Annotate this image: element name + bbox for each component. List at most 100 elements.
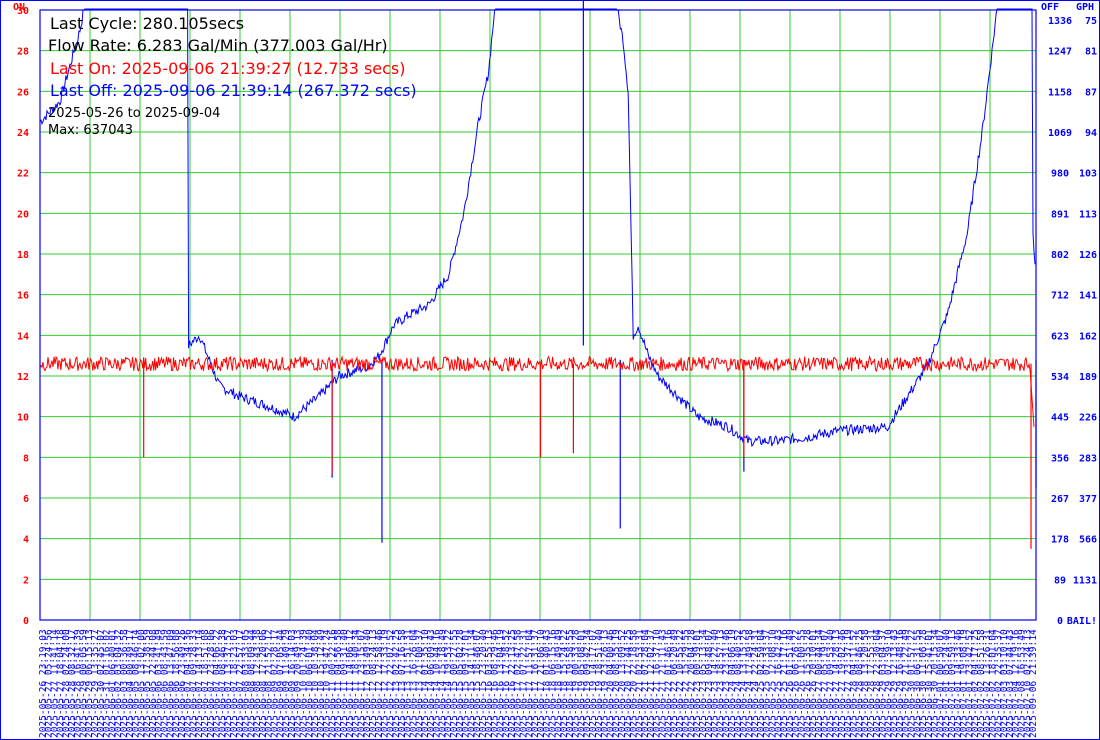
x-tick-label: 2025-06-19 23:26:13 [600,629,611,738]
x-tick-label: 2025-07-10 02:24:13 [1022,629,1033,738]
x-tick-label: 2025-06-27 00:44:34 [814,629,825,738]
x-tick-label: 2025-07-02 22:35:37 [993,629,1004,738]
right-axis-gph: BAIL! 1131 566 377 283 226 189 162 141 126 113 103 9… [1067,16,1097,627]
x-tick-label: 2025-06-10 15:12:49 [316,629,327,738]
x-tick-label: 2025-07-08 16:53:49 [1017,629,1028,738]
x-tick-label: 2025-06-24 17:49:58 [744,629,755,738]
x-tick-label: 2025-06-07 04:34:36 [183,629,194,738]
x-tick-label: 2025-06-11 18:40:34 [351,629,362,738]
x-tick-label: 2025-06-22 06:20:49 [669,629,680,738]
x-tick-label: 2025-06-22 15:29:55 [681,629,692,738]
x-tick-label: 2025-06-22 10:55:22 [675,629,686,738]
right-gph-tick-label: 81 [1085,47,1097,58]
x-tick-label: 2025-06-07 09:28:33 [188,629,199,738]
x-tick-label: 2025-06-19 09:42:34 [582,629,593,738]
left-tick-label: 26 [17,87,29,98]
right-off-tick-label: 1336 [1048,16,1072,27]
x-tick-label: 2025-06-13 11:51:31 [403,629,414,738]
flow-rate-text: Flow Rate: 6.283 Gal/Min (377.003 Gal/Hr… [48,36,388,55]
x-tick-label: 2025-06-12 03:49:40 [362,629,373,738]
right-gph-tick-label: 94 [1085,128,1097,139]
x-tick-label: 2025-06-29 12:13:43 [889,629,900,738]
x-tick-label: 2025-06-11 14:06:12 [345,629,356,738]
x-tick-label: 2025-06-18 01:40:43 [542,629,553,738]
x-tick-label: 2025-06-08 08:09:44 [246,629,257,738]
x-tick-label: 2025-06-26 01:51:49 [785,629,796,738]
right-off-tick-label: 1069 [1048,128,1072,139]
x-tick-label: 2025-06-21 02:53:31 [634,629,645,738]
x-tick-label: 2025-06-26 11:00:55 [796,629,807,738]
last-on-text: Last On: 2025-09-06 21:39:27 (12.733 sec… [50,59,406,78]
x-tick-label: 2025-06-18 19:58:55 [565,629,576,738]
x-tick-label: 2025-06-27 05:19:07 [820,629,831,738]
right-off-tick-label: 623 [1051,331,1069,342]
x-tick-label: 2025-06-07 18:51:08 [200,629,211,738]
off-series-line [39,8,1036,448]
x-tick-label: 2025-06-16 17:38:52 [501,629,512,738]
x-tick-label: 2025-06-24 08:40:52 [733,629,744,738]
right-off-tick-label: 89 [1054,575,1066,586]
x-tick-label: 2025-06-20 08:35:19 [611,629,622,738]
x-tick-label: 2025-06-07 22:57:17 [235,629,246,738]
left-tick-label: 6 [23,494,29,505]
last-off-text: Last Off: 2025-09-06 21:39:14 (267.372 s… [50,81,417,100]
x-tick-label: 2025-06-10 06:01:40 [304,629,315,738]
left-tick-label: 4 [23,535,29,546]
x-tick-label: 2025-06-10 19:47:24 [322,629,333,738]
x-tick-label: 2025-06-07 04:06:22 [212,629,223,738]
x-tick-label: 2025-06-02 03:04:32 [113,629,124,738]
x-tick-label: 2025-06-23 14:22:40 [710,629,721,738]
x-tick-label: 2025-06-26 15:35:28 [802,629,813,738]
x-tick-label: 2025-06-09 20:49:13 [293,629,304,738]
left-tick-label: 20 [17,209,29,220]
x-tick-label: 2025-07-01 23:42:52 [964,629,975,738]
x-tick-label: 2025-06-07 18:23:03 [229,629,240,738]
x-tick-label: 2025-07-02 04:17:25 [970,629,981,738]
on-axis-label: ON [13,2,25,13]
x-tick-label: 2025-06-01 06:40:01 [107,629,118,738]
x-tick-label: 2025-05-28 02:24:00 [61,629,72,738]
x-tick-label: 2025-07-01 09:59:13 [947,629,958,738]
x-tick-label: 2025-06-11 23:15:07 [356,629,367,738]
x-tick-label: 2025-06-28 22:30:04 [872,629,883,738]
x-tick-label: 2025-07-04 12:19:16 [1011,629,1022,738]
right-off-tick-label: 980 [1051,169,1069,180]
x-tick-label: 2025-06-17 21:06:10 [536,629,547,738]
on-series-line [39,355,1035,427]
x-tick-label: 2025-06-24 13:15:25 [739,629,750,738]
x-tick-label: 2025-06-20 13:09:52 [617,629,628,738]
x-tick-label: 2025-06-14 01:35:10 [420,629,431,738]
x-tick-label: 2025-06-27 14:28:13 [831,629,842,738]
right-gph-tick-label: 226 [1079,413,1097,424]
x-tick-label: 2025-06-12 17:33:19 [380,629,391,738]
x-tick-label: 2025-06-23 05:13:34 [698,629,709,738]
x-tick-label: 2025-06-11 09:31:40 [339,629,350,738]
right-off-tick-label: 1247 [1048,47,1072,58]
x-tick-label: 2025-06-04 00:49:17 [125,629,136,738]
x-tick-label: 2025-06-07 23:28:06 [206,629,217,738]
x-tick-label: 2025-06-18 10:49:49 [553,629,564,738]
right-gph-tick-label: 113 [1079,209,1097,220]
off-axis-label: OFF [1041,2,1059,13]
date-range-text: 2025-05-26 to 2025-09-04 [48,106,220,121]
x-tick-label: 2025-06-28 13:20:58 [860,629,871,738]
x-tick-label: 2025-06-20 22:18:58 [629,629,640,738]
x-tick-label: 2025-06-22 20:04:28 [686,629,697,738]
x-tick-label: 2025-06-30 20:15:34 [930,629,941,738]
x-tick-label: 2025-05-29 00:05:59 [78,629,89,738]
x-tick-label: 2025-06-15 09:37:01 [461,629,472,738]
x-tick-label: 2025-06-08 03:33:05 [241,629,252,738]
plot-frame [39,9,1037,621]
x-tick-label: 2025-05-27 11:41:14 [49,629,60,738]
x-tick-label: 2025-06-20 04:00:46 [605,629,616,738]
right-off-tick-label: 1158 [1048,87,1072,98]
left-tick-label: 14 [17,331,29,342]
left-tick-label: 2 [23,575,29,586]
x-tick-label: 2025-07-01 19:08:19 [959,629,970,738]
x-tick-label: 2025-06-24 22:24:31 [750,629,761,738]
x-tick-label: 2025-05-29 06:15:13 [84,629,95,738]
x-tick-label: 2025-06-06 08:43:59 [160,629,171,738]
right-gph-tick-label: 189 [1079,372,1097,383]
